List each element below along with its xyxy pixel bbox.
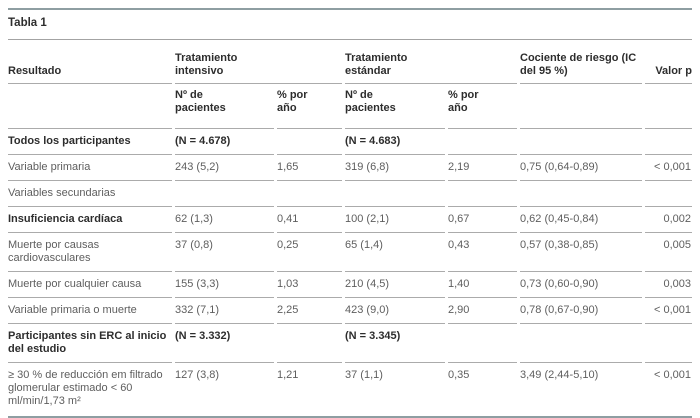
- header-row-subcolumns: Nº de pacientes % por año Nº de paciente…: [8, 84, 692, 129]
- table-cell: 3,49 (2,44-5,10): [520, 369, 599, 381]
- subheader-pct-ano-intensivo: % por año: [277, 84, 342, 129]
- table-cell: (N = 4.683): [345, 129, 445, 155]
- table-cell: 2,19: [448, 155, 517, 181]
- table-cell: (N = 4.678): [175, 129, 274, 155]
- table-cell: 319 (6,8): [345, 155, 445, 181]
- column-header-label: Tratamiento intensivo: [175, 52, 238, 77]
- table-cell: 37 (0,8): [175, 233, 274, 272]
- table-row: Muerte por causas cardiovasculares 37 (0…: [8, 233, 692, 272]
- empty-header-cell: [8, 84, 172, 129]
- table-row-section: Variables secundarias: [8, 181, 692, 207]
- table-cell: [448, 181, 517, 207]
- column-header-valor-p: Valor p: [645, 40, 692, 84]
- row-label: Variables secundarias: [8, 181, 172, 207]
- table-cell: [345, 181, 445, 207]
- table-cell: 0,003: [645, 272, 692, 298]
- table-cell: < 0,001: [645, 298, 692, 324]
- table-cell: 0,35: [448, 369, 470, 381]
- empty-header-cell: [645, 84, 692, 129]
- table-cell: 2,90: [448, 298, 517, 324]
- table-row: ≥ 30 % de reducción em filtrado glomerul…: [8, 363, 692, 416]
- table-cell: [175, 181, 274, 207]
- row-label: Variable primaria o muerte: [8, 298, 172, 324]
- subheader-n-pacientes-intensivo: Nº de pacientes: [175, 84, 274, 129]
- table-cell: 0,75 (0,64-0,89): [520, 155, 642, 181]
- table-cell: 423 (9,0): [345, 298, 445, 324]
- column-header-resultado: Resultado: [8, 40, 172, 84]
- column-header-tratamiento-intensivo: Tratamiento intensivo: [175, 40, 342, 84]
- empty-header-cell: [520, 84, 642, 129]
- table-cell: 243 (5,2): [175, 155, 274, 181]
- table-cell: [645, 324, 692, 363]
- table-cell: [520, 181, 642, 207]
- table-cell: [645, 181, 692, 207]
- table-cell: (N = 3.332): [175, 324, 274, 363]
- table-row: Variable primaria 243 (5,2) 1,65 319 (6,…: [8, 155, 692, 181]
- table-cell: 0,57 (0,38-0,85): [520, 233, 642, 272]
- table-cell: 0,002: [645, 207, 692, 233]
- column-header-cociente-riesgo: Cociente de riesgo (IC del 95 %): [520, 40, 642, 84]
- column-header-label: Nº de pacientes: [345, 89, 396, 114]
- table-cell: 0,78 (0,67-0,90): [520, 298, 642, 324]
- subheader-n-pacientes-estandar: Nº de pacientes: [345, 84, 445, 129]
- table-title: Tabla 1: [8, 8, 692, 40]
- table-cell: [448, 324, 517, 363]
- table-cell: 0,005: [645, 233, 692, 272]
- table-cell: < 0,001: [645, 155, 692, 181]
- table-cell: (N = 3.345): [345, 324, 445, 363]
- table-cell: [520, 129, 642, 155]
- column-header-label: Nº de pacientes: [175, 89, 226, 114]
- table-cell: 0,25: [277, 233, 342, 272]
- table-cell: 1,65: [277, 155, 342, 181]
- row-label: Muerte por cualquier causa: [8, 272, 172, 298]
- row-label: Todos los participantes: [8, 129, 172, 155]
- table-cell: 37 (1,1): [345, 369, 383, 381]
- header-row-groups: Resultado Tratamiento intensivo Tratamie…: [8, 40, 692, 84]
- table-cell: [645, 129, 692, 155]
- table-cell: 210 (4,5): [345, 272, 445, 298]
- table-row: Participantes sin ERC al inicio del estu…: [8, 324, 692, 363]
- table-cell: 65 (1,4): [345, 233, 445, 272]
- row-label: Variable primaria: [8, 155, 172, 181]
- table-cell: 100 (2,1): [345, 207, 445, 233]
- table-cell: 0,73 (0,60-0,90): [520, 272, 642, 298]
- table-cell: 0,67: [448, 207, 517, 233]
- row-label: Participantes sin ERC al inicio del estu…: [8, 324, 172, 363]
- table-cell: 127 (3,8): [175, 369, 220, 381]
- table-cell: [277, 129, 342, 155]
- table-cell: [448, 129, 517, 155]
- table-cell: 2,25: [277, 298, 342, 324]
- table-row: Insuficiencia cardíaca 62 (1,3) 0,41 100…: [8, 207, 692, 233]
- table-cell: 0,62 (0,45-0,84): [520, 207, 642, 233]
- table-cell: < 0,001: [653, 369, 691, 381]
- table-cell: [277, 181, 342, 207]
- column-header-tratamiento-estandar: Tratamiento estándar: [345, 40, 517, 84]
- table-cell: [520, 324, 642, 363]
- column-header-label: % por año: [448, 89, 479, 114]
- table-cell: 62 (1,3): [175, 207, 274, 233]
- subheader-pct-ano-estandar: % por año: [448, 84, 517, 129]
- column-header-label: Tratamiento estándar: [345, 52, 408, 77]
- row-label: ≥ 30 % de reducción em filtrado glomerul…: [8, 369, 163, 407]
- table-figure: Tabla 1 Resultado Tratamiento intensivo …: [8, 0, 692, 418]
- table-cell: 0,41: [277, 207, 342, 233]
- table-cell: 332 (7,1): [175, 298, 274, 324]
- results-table: Resultado Tratamiento intensivo Tratamie…: [5, 40, 695, 416]
- table-row: Variable primaria o muerte 332 (7,1) 2,2…: [8, 298, 692, 324]
- table-row: Muerte por cualquier causa 155 (3,3) 1,0…: [8, 272, 692, 298]
- table-cell: 1,03: [277, 272, 342, 298]
- column-header-label: % por año: [277, 89, 308, 114]
- table-cell: 155 (3,3): [175, 272, 274, 298]
- table-cell: 1,21: [277, 369, 299, 381]
- table-cell: [277, 324, 342, 363]
- table-row: Todos los participantes (N = 4.678) (N =…: [8, 129, 692, 155]
- row-label: Insuficiencia cardíaca: [8, 207, 172, 233]
- table-cell: 1,40: [448, 272, 517, 298]
- table-cell: 0,43: [448, 233, 517, 272]
- row-label: Muerte por causas cardiovasculares: [8, 233, 172, 272]
